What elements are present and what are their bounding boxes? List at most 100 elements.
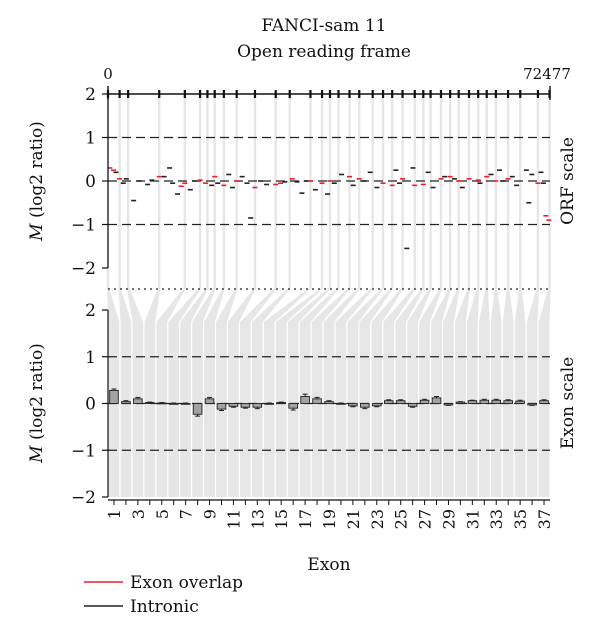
orf-exon-marker bbox=[206, 90, 209, 98]
orf-exon-marker bbox=[371, 90, 374, 98]
connector-band bbox=[407, 94, 432, 497]
exon-bar bbox=[109, 389, 119, 404]
exon-bar bbox=[145, 402, 155, 404]
exon-bar bbox=[431, 397, 442, 404]
orf-exon-marker bbox=[506, 90, 510, 98]
orf-start-label: 0 bbox=[103, 65, 113, 83]
orf-exon-marker bbox=[320, 90, 324, 98]
x-tick-label: 3 bbox=[129, 509, 148, 519]
exon-bar bbox=[515, 400, 525, 404]
exon-bar bbox=[491, 399, 501, 404]
connector-band bbox=[216, 94, 238, 497]
bottom-y-tick-label: −1 bbox=[71, 441, 96, 461]
connector-band bbox=[490, 94, 502, 497]
connector-band bbox=[526, 94, 540, 497]
orf-exon-marker bbox=[422, 90, 425, 98]
x-tick-label: 23 bbox=[368, 509, 387, 529]
top-y-tick-label: −1 bbox=[71, 216, 96, 236]
bottom-y-tick-label: 2 bbox=[85, 301, 96, 321]
x-axis-label: Exon bbox=[307, 555, 350, 575]
exon-bar bbox=[168, 403, 179, 405]
orf-exon-marker bbox=[439, 90, 443, 98]
exon-bars bbox=[109, 388, 549, 417]
top-y-tick-label: 0 bbox=[85, 172, 96, 192]
exon-bar bbox=[288, 403, 298, 409]
orf-exon-marker bbox=[198, 90, 202, 98]
x-tick-label: 21 bbox=[344, 509, 363, 529]
chart-subtitle: Open reading frame bbox=[237, 42, 411, 62]
bottom-y-tick-label: −2 bbox=[71, 488, 96, 508]
orf-scale-label: ORF scale bbox=[558, 137, 578, 225]
exon-scale-label: Exon scale bbox=[558, 357, 578, 449]
orf-exon-marker bbox=[288, 90, 291, 98]
orf-end-label: 72477 bbox=[523, 65, 571, 83]
top-y-axis-label: M (log2 ratio) bbox=[27, 121, 47, 242]
orf-exon-marker bbox=[519, 90, 522, 98]
exon-bar bbox=[336, 403, 346, 405]
connector-band bbox=[383, 94, 416, 497]
exon-bar bbox=[324, 401, 334, 404]
exon-bar bbox=[419, 399, 430, 404]
connector-band bbox=[502, 94, 514, 497]
connector-band bbox=[455, 94, 471, 497]
connector-band bbox=[240, 94, 277, 497]
connector-band bbox=[419, 94, 443, 497]
exon-bar bbox=[467, 400, 478, 404]
x-tick-label: 17 bbox=[296, 509, 315, 529]
exon-bar bbox=[503, 400, 513, 404]
exon-bar bbox=[312, 398, 322, 404]
connector-band bbox=[144, 94, 161, 497]
exon-bar bbox=[133, 398, 143, 404]
x-tick-label: 31 bbox=[463, 509, 482, 529]
orf-exon-marker bbox=[222, 90, 225, 98]
top-y-axis-label-m: M bbox=[27, 223, 47, 242]
connector-band bbox=[443, 94, 460, 497]
connector-band bbox=[287, 94, 332, 497]
orf-exon-marker bbox=[494, 90, 497, 98]
exon-bar bbox=[216, 403, 227, 410]
orf-exon-marker bbox=[328, 90, 332, 98]
connector-band bbox=[478, 94, 490, 497]
exon-bar bbox=[479, 399, 490, 404]
x-tick-label: 33 bbox=[487, 509, 506, 529]
orf-exon-marker bbox=[358, 90, 361, 98]
exon-bar bbox=[240, 403, 251, 408]
exon-bar bbox=[121, 401, 131, 404]
orf-exon-marker bbox=[158, 90, 161, 98]
orf-exon-marker bbox=[485, 90, 488, 98]
orf-exon-marker bbox=[477, 90, 480, 98]
orf-exon-marker bbox=[213, 90, 216, 98]
connector-bands bbox=[106, 94, 551, 497]
connector-band bbox=[228, 94, 257, 497]
exon-bar bbox=[539, 400, 549, 404]
connector-band bbox=[192, 94, 216, 497]
exon-bar bbox=[192, 403, 203, 415]
connector-band bbox=[514, 94, 526, 497]
x-tick-label: 1 bbox=[105, 509, 124, 519]
exon-bar bbox=[395, 400, 406, 404]
x-tick-label: 13 bbox=[248, 509, 267, 529]
orf-exon-marker bbox=[457, 90, 460, 98]
orf-exon-marker bbox=[449, 90, 452, 98]
x-tick-label: 25 bbox=[392, 509, 411, 529]
connector-band bbox=[347, 94, 385, 497]
orf-exon-marker bbox=[348, 90, 351, 98]
top-y-tick-label: 2 bbox=[85, 85, 96, 105]
connector-band bbox=[204, 94, 226, 497]
orf-exon-marker bbox=[235, 90, 238, 98]
connector-band bbox=[168, 94, 202, 497]
connector-band bbox=[263, 94, 312, 497]
orf-exon-marker bbox=[337, 90, 340, 98]
chart-title: FANCI-sam 11 bbox=[262, 16, 387, 36]
connector-band bbox=[311, 94, 351, 497]
exon-bar bbox=[264, 403, 275, 405]
orf-exon-marker bbox=[127, 90, 130, 98]
orf-exon-marker bbox=[183, 90, 186, 98]
exon-bar bbox=[276, 402, 286, 404]
orf-exon-marker bbox=[429, 90, 432, 98]
axes bbox=[102, 86, 551, 505]
connector-band bbox=[538, 94, 551, 497]
connector-band bbox=[156, 94, 187, 497]
